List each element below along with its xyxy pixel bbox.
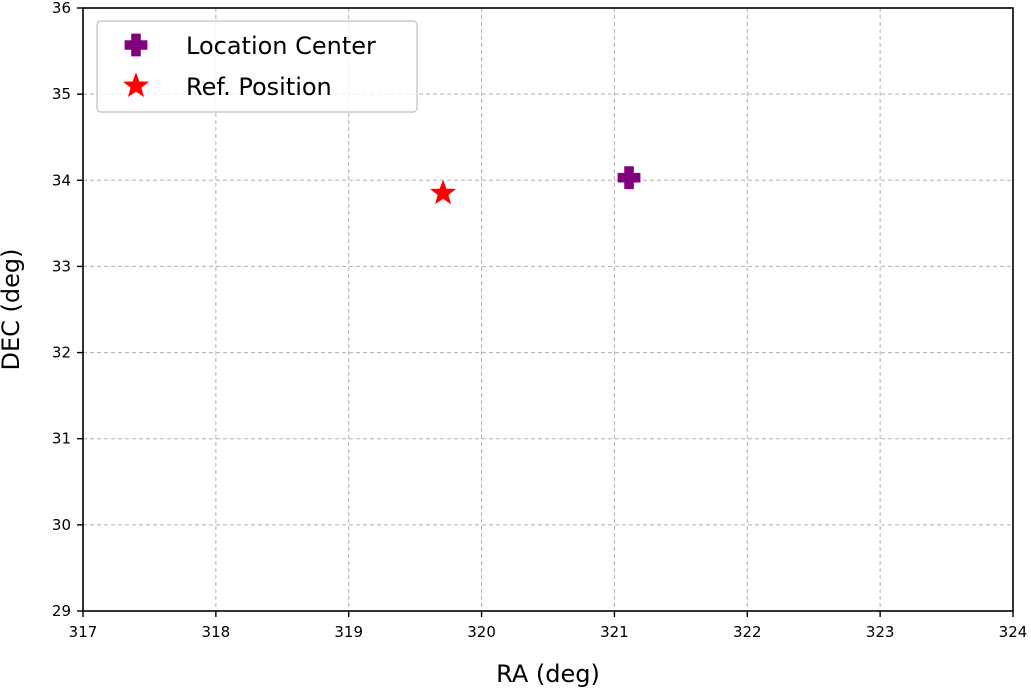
data-points — [430, 166, 641, 205]
legend-star-icon — [123, 72, 149, 98]
plot-area-frame — [82, 7, 1014, 612]
x-tick-label: 318 — [202, 623, 231, 641]
y-tick-label: 33 — [52, 257, 71, 275]
legend-label: Ref. Position — [186, 73, 332, 101]
x-tick-label: 320 — [467, 623, 496, 641]
x-axis-label: RA (deg) — [496, 660, 600, 688]
x-tick-label: 324 — [999, 623, 1028, 641]
x-tick-label: 323 — [866, 623, 895, 641]
legend-plus-icon — [124, 33, 148, 57]
location-center-marker — [617, 166, 641, 190]
x-tick-label: 317 — [69, 623, 98, 641]
legend-box — [96, 20, 418, 113]
y-tick-label: 30 — [52, 516, 71, 534]
axis-ticks: 317 318 319 320 321 322 323 324 29 30 31 32 33 34 35 36 — [52, 0, 1027, 641]
y-tick-label: 32 — [52, 344, 71, 362]
y-tick-label: 36 — [52, 0, 71, 17]
legend: Location Center Ref. Position — [96, 20, 418, 113]
x-tick-label: 319 — [334, 623, 363, 641]
y-axis-label: DEC (deg) — [0, 249, 25, 371]
x-tick-label: 321 — [600, 623, 629, 641]
y-tick-label: 35 — [52, 85, 71, 103]
y-tick-label: 29 — [52, 602, 71, 620]
y-tick-label: 34 — [52, 171, 71, 189]
y-tick-label: 31 — [52, 430, 71, 448]
x-tick-label: 322 — [733, 623, 762, 641]
legend-label: Location Center — [186, 32, 376, 60]
ref-position-marker — [430, 179, 457, 205]
